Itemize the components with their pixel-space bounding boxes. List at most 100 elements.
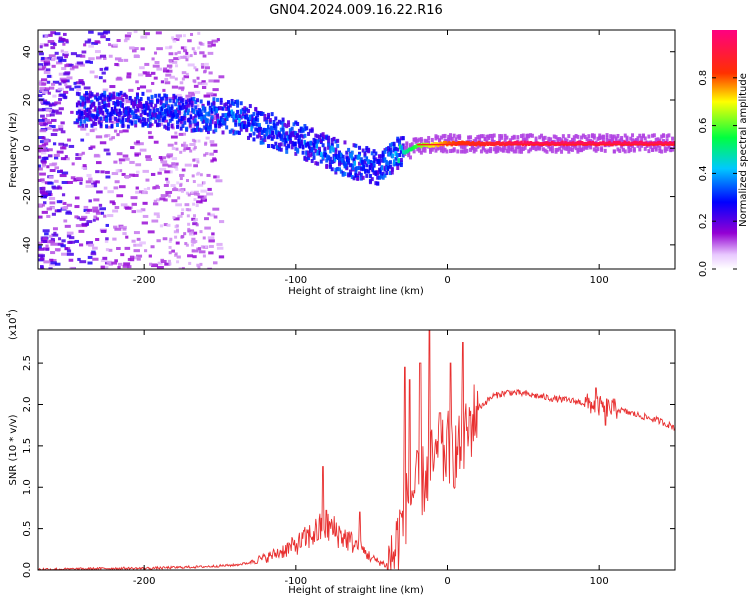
- ridge-cell: [81, 101, 85, 107]
- heatmap-cell: [274, 141, 278, 146]
- heatmap-cell: [372, 149, 376, 154]
- heatmap-cell: [405, 146, 409, 151]
- heatmap-cell: [156, 47, 163, 51]
- snr-y-ticks: 0.00.51.01.52.02.5: [22, 355, 675, 578]
- ridge-cell: [262, 127, 265, 133]
- heatmap-cell: [352, 176, 356, 181]
- heatmap-cell: [512, 149, 516, 154]
- heatmap-cell: [147, 186, 151, 190]
- heatmap-cell: [125, 175, 130, 179]
- heatmap-cell: [265, 127, 269, 132]
- heatmap-cell: [314, 149, 318, 154]
- snr-series: [38, 330, 675, 570]
- heatmap-cell: [234, 99, 238, 104]
- heatmap-cell: [652, 145, 656, 150]
- heatmap-cell: [140, 47, 145, 51]
- heatmap-cell: [183, 232, 187, 236]
- heatmap-cell: [145, 103, 149, 108]
- heatmap-cell: [236, 103, 240, 108]
- heatmap-cell: [168, 96, 174, 100]
- heatmap-cell: [78, 109, 85, 113]
- heatmap-cell: [128, 119, 132, 124]
- heatmap-cell: [287, 122, 291, 127]
- heatmap-cell: [212, 101, 216, 106]
- heatmap-cell: [179, 119, 183, 124]
- snr-line: [38, 330, 675, 570]
- heatmap-cell: [239, 115, 243, 120]
- heatmap-cell: [155, 31, 162, 35]
- heatmap-cell: [157, 93, 161, 98]
- ridge-cell: [362, 164, 366, 170]
- heatmap-cell: [81, 98, 85, 103]
- heatmap-cell: [50, 41, 56, 45]
- ridge-cell: [191, 107, 194, 113]
- heatmap-cell: [567, 134, 571, 139]
- ridge-cell: [98, 109, 102, 115]
- heatmap-cell: [163, 119, 168, 123]
- heatmap-cell: [560, 143, 564, 148]
- heatmap-cell: [85, 210, 90, 214]
- heatmap-cell: [185, 101, 189, 106]
- ridge-cell: [342, 160, 346, 166]
- heatmap-cell: [600, 147, 604, 152]
- ridge-cell: [653, 141, 657, 146]
- heatmap-cell: [319, 138, 323, 143]
- heatmap-cell: [647, 149, 651, 154]
- heatmap-cell: [99, 207, 106, 211]
- heatmap-cell: [183, 132, 187, 136]
- heatmap-cell: [208, 79, 214, 83]
- heatmap-cell: [195, 68, 199, 72]
- heatmap-cell: [101, 104, 105, 109]
- heatmap-cell: [109, 200, 115, 204]
- heatmap-cell: [399, 149, 403, 154]
- heatmap-cell: [356, 176, 360, 181]
- heatmap-cell: [81, 50, 87, 54]
- heatmap-cell: [39, 87, 47, 91]
- ridge-cell: [602, 140, 605, 145]
- heatmap-cell: [140, 208, 146, 212]
- heatmap-cell: [146, 96, 150, 101]
- heatmap-cell: [172, 95, 176, 100]
- colorbar: 0.00.20.40.60.8 Normalized spectral ampl…: [698, 30, 749, 277]
- heatmap-cell: [399, 158, 403, 163]
- heatmap-cell: [530, 133, 534, 138]
- heatmap-cell: [54, 51, 59, 55]
- heatmap-cell: [94, 95, 98, 100]
- heatmap-cell: [356, 166, 360, 171]
- heatmap-cell: [39, 257, 45, 261]
- heatmap-cell: [534, 136, 538, 141]
- heatmap-cell: [180, 235, 184, 239]
- heatmap-cell: [166, 153, 174, 157]
- ridge-cell: [233, 114, 237, 120]
- heatmap-cell: [385, 146, 389, 151]
- heatmap-cell: [80, 54, 86, 58]
- ridge-cell: [659, 141, 663, 146]
- heatmap-cell: [80, 215, 88, 219]
- heatmap-cell: [69, 67, 75, 71]
- heatmap-cell: [45, 126, 52, 130]
- heatmap-cell: [191, 93, 196, 97]
- ridge-cell: [432, 143, 435, 148]
- heatmap-cell: [155, 122, 159, 127]
- heatmap-cell: [181, 124, 185, 129]
- heatmap-cell: [172, 216, 176, 220]
- heatmap-cell: [171, 146, 176, 150]
- heatmap-cell: [330, 137, 334, 142]
- heatmap-cell: [116, 96, 123, 100]
- heatmap-cell: [379, 174, 383, 179]
- heatmap-cell: [186, 147, 191, 151]
- heatmap-cell: [169, 60, 173, 64]
- ridge-cell: [571, 141, 575, 146]
- heatmap-cell: [68, 236, 75, 240]
- heatmap-cell: [245, 128, 249, 133]
- heatmap-cell: [58, 38, 66, 42]
- heatmap-cell: [54, 166, 60, 170]
- heatmap-cell: [95, 180, 100, 184]
- heatmap-cell: [154, 93, 158, 98]
- ridge-cell: [635, 141, 639, 146]
- heatmap-cell: [184, 242, 188, 246]
- heatmap-cell: [50, 261, 57, 265]
- heatmap-cell: [527, 133, 531, 138]
- heatmap-cell: [103, 134, 108, 138]
- heatmap-cell: [131, 202, 137, 206]
